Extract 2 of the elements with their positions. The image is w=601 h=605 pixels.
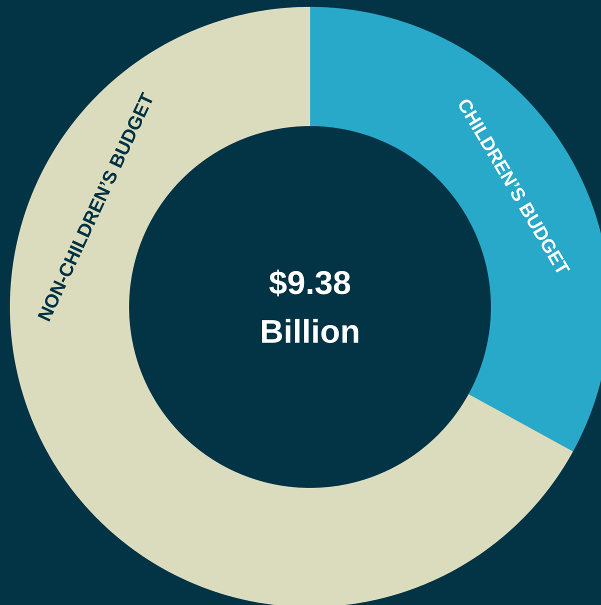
text: Billion xyxy=(262,318,358,344)
text: $9.38 xyxy=(269,270,350,296)
